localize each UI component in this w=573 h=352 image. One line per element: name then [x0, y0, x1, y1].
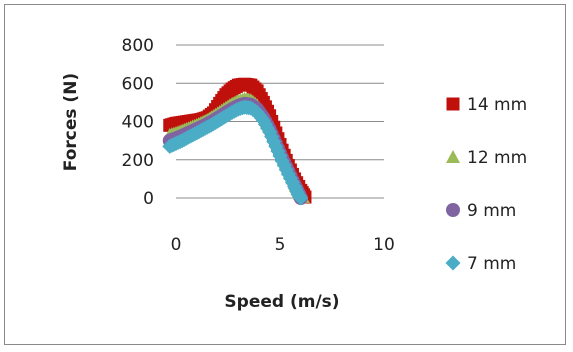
legend-item: 7 mm: [445, 254, 516, 274]
x-axis: 0 5 10: [171, 235, 395, 255]
legend-marker: [446, 150, 460, 163]
x-tick-label: 10: [373, 235, 395, 255]
y-tick-label: 800: [122, 36, 154, 56]
y-tick-label: 400: [122, 113, 154, 133]
legend-label: 12 mm: [467, 148, 527, 168]
series-7-mm: [162, 99, 309, 206]
legend: 14 mm 12 mm 9 mm 7 mm: [445, 95, 527, 274]
y-axis-title: Forces (N): [61, 73, 81, 171]
data-point: [293, 190, 309, 206]
y-axis: 0 200 400 600 800: [122, 36, 154, 209]
x-axis-title: Speed (m/s): [224, 292, 339, 312]
plot-area: [162, 77, 312, 206]
legend-marker: [445, 255, 461, 271]
x-tick-label: 5: [275, 235, 286, 255]
legend-item: 12 mm: [446, 148, 527, 168]
y-tick-label: 600: [122, 74, 154, 94]
legend-item: 14 mm: [446, 95, 527, 115]
x-tick-label: 0: [171, 235, 182, 255]
legend-marker: [446, 203, 460, 217]
legend-item: 9 mm: [446, 201, 516, 221]
legend-marker: [446, 97, 460, 111]
legend-label: 9 mm: [467, 201, 516, 221]
y-tick-label: 0: [143, 189, 154, 209]
y-tick-label: 200: [122, 151, 154, 171]
legend-label: 14 mm: [467, 95, 527, 115]
legend-label: 7 mm: [467, 254, 516, 274]
